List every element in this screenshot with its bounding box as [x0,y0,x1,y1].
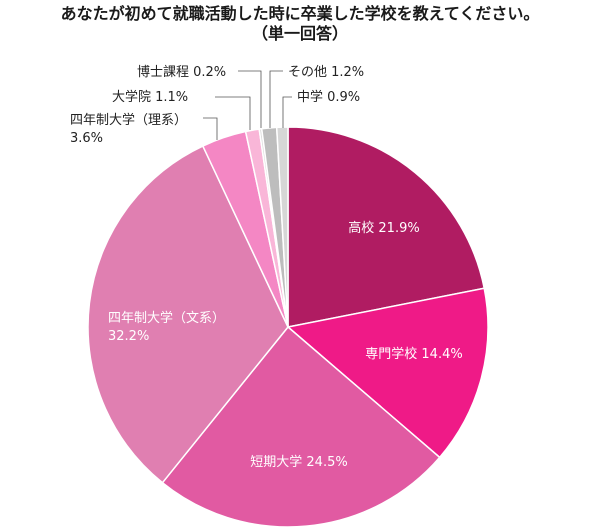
leader-line-8 [282,96,292,128]
slice-label-2: 短期大学 24.5% [250,454,347,470]
slice-label-4: 四年制大学（理系） 3.6% [70,112,187,146]
pie-slice-3 [87,145,289,484]
slice-label-0: 高校 21.9% [348,220,419,236]
slice-label-5: 大学院 1.1% [112,89,188,105]
slice-label-7: その他 1.2% [288,65,364,80]
pie-slices [87,126,489,528]
leader-line-5 [215,96,251,130]
pie-slice-1 [286,287,489,459]
chart-title: あなたが初めて就職活動した時に卒業した学校を教えてください。 （単一回答） [0,4,600,44]
leader-lines [203,70,292,140]
slice-label-6: 博士課程 0.2% [137,64,226,80]
slice-label-8: 中学 0.9% [297,89,360,105]
pie-slice-8 [275,126,289,328]
slice-label-name-3: 四年制大学（文系） [108,310,225,326]
leader-line-7 [269,70,283,128]
leader-line-6 [238,70,262,128]
chart-title-line1: あなたが初めて就職活動した時に卒業した学校を教えてください。 [60,4,540,23]
pie-slice-0 [287,126,486,328]
slice-label-value-4: 3.6% [70,131,103,146]
leader-line-4 [203,117,218,140]
pie-slice-2 [161,325,441,528]
slice-label-3: 四年制大学（文系） 32.2% [108,310,225,344]
slice-labels: 高校 21.9% 専門学校 14.4% 短期大学 24.5% 四年制大学（文系） 32.… [70,64,463,470]
slice-label-name-4: 四年制大学（理系） [70,112,187,128]
chart-title-line2: （単一回答） [251,24,348,43]
slice-label-1: 専門学校 14.4% [365,346,462,362]
slice-label-value-3: 32.2% [108,329,149,344]
